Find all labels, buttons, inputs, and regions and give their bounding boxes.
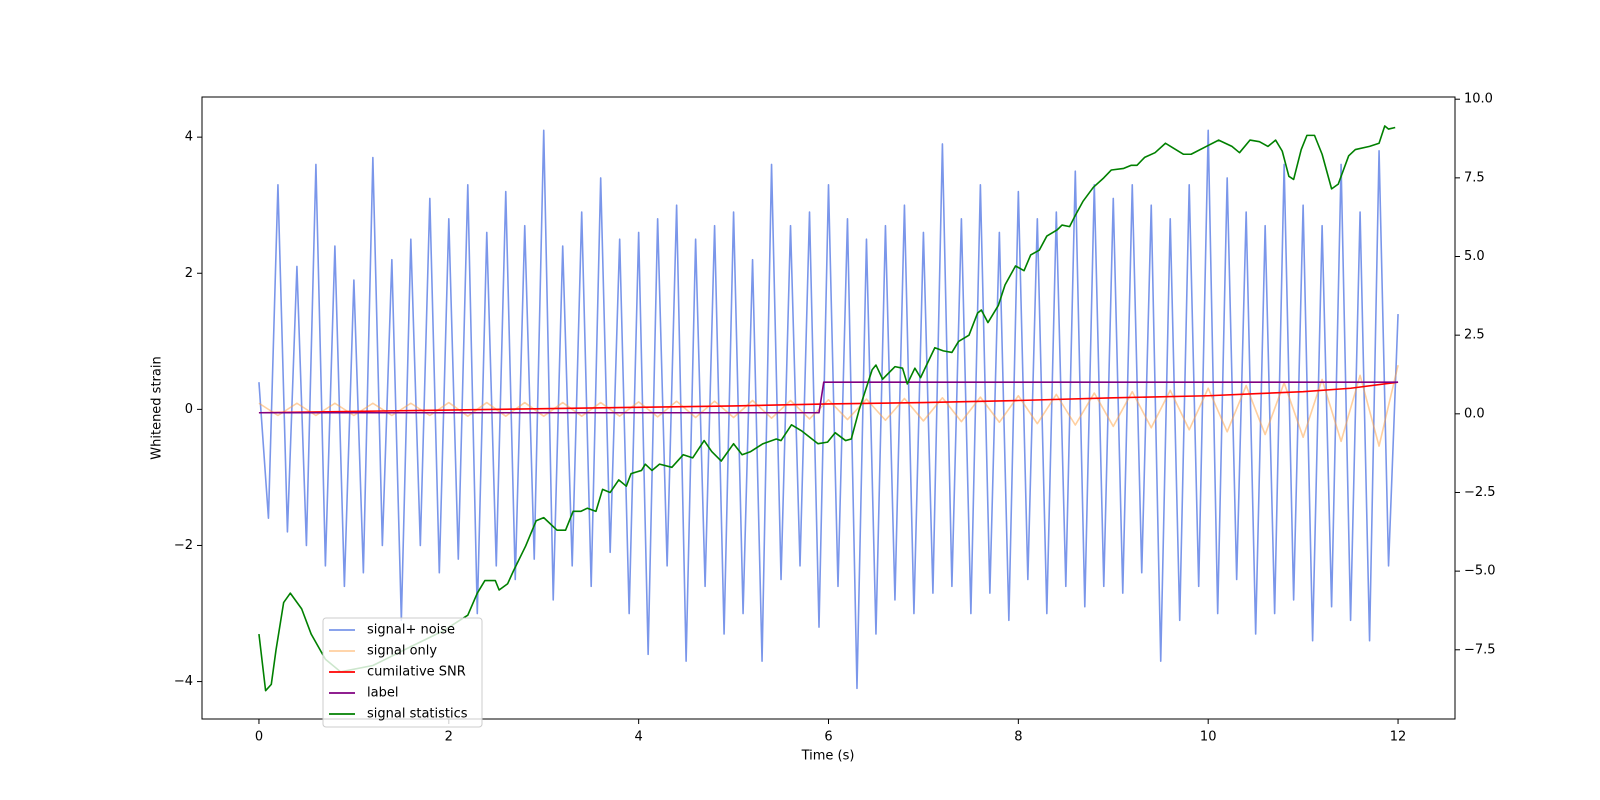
y2-tick-label: −2.5 [1464, 485, 1496, 500]
series-line [258, 381, 1399, 414]
y2-tick-label: 10.0 [1464, 92, 1493, 107]
y2-tick-label: 5.0 [1464, 249, 1485, 264]
plot-area [258, 125, 1399, 692]
series-line [258, 125, 1396, 692]
y-axis-label: Whitened strain [150, 356, 165, 459]
y-tick-label: 2 [185, 266, 193, 281]
series-line [258, 381, 1399, 414]
x-tick-label: 8 [1014, 730, 1022, 745]
x-tick-label: 12 [1390, 730, 1407, 745]
x-tick-label: 6 [824, 730, 832, 745]
legend-label: cumilative SNR [367, 665, 466, 680]
y-tick-label: −2 [174, 538, 193, 553]
legend-label: signal only [367, 644, 437, 659]
series-line [258, 129, 1399, 690]
x-tick-label: 4 [635, 730, 643, 745]
y-tick-label: 0 [185, 402, 193, 417]
legend-label: signal statistics [367, 707, 468, 722]
legend-label: signal+ noise [367, 623, 455, 638]
y2-tick-label: 0.0 [1464, 406, 1485, 421]
x-tick-label: 2 [445, 730, 453, 745]
series-line [258, 364, 1399, 447]
y2-tick-label: 7.5 [1464, 170, 1485, 185]
legend-label: label [367, 686, 398, 701]
x-axis-label: Time (s) [801, 749, 855, 764]
legend-box [322, 617, 483, 728]
y2-tick-label: 2.5 [1464, 328, 1485, 343]
y2-tick-label: −5.0 [1464, 564, 1496, 579]
y-tick-label: 4 [185, 130, 193, 145]
x-tick-label: 10 [1200, 730, 1217, 745]
y2-tick-label: −7.5 [1464, 642, 1496, 657]
y-tick-label: −4 [174, 674, 193, 689]
x-tick-label: 0 [255, 730, 263, 745]
